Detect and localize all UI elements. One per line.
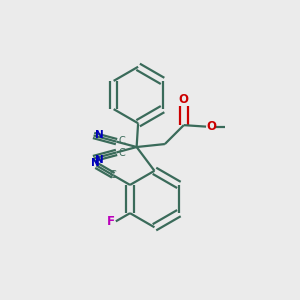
Text: F: F bbox=[107, 215, 115, 228]
Text: O: O bbox=[206, 119, 216, 133]
Text: O: O bbox=[179, 93, 189, 106]
Text: N: N bbox=[91, 158, 99, 168]
Text: C: C bbox=[118, 148, 125, 158]
Text: N: N bbox=[95, 155, 104, 165]
Text: C: C bbox=[118, 136, 125, 146]
Text: C: C bbox=[109, 170, 116, 180]
Text: N: N bbox=[95, 130, 104, 140]
